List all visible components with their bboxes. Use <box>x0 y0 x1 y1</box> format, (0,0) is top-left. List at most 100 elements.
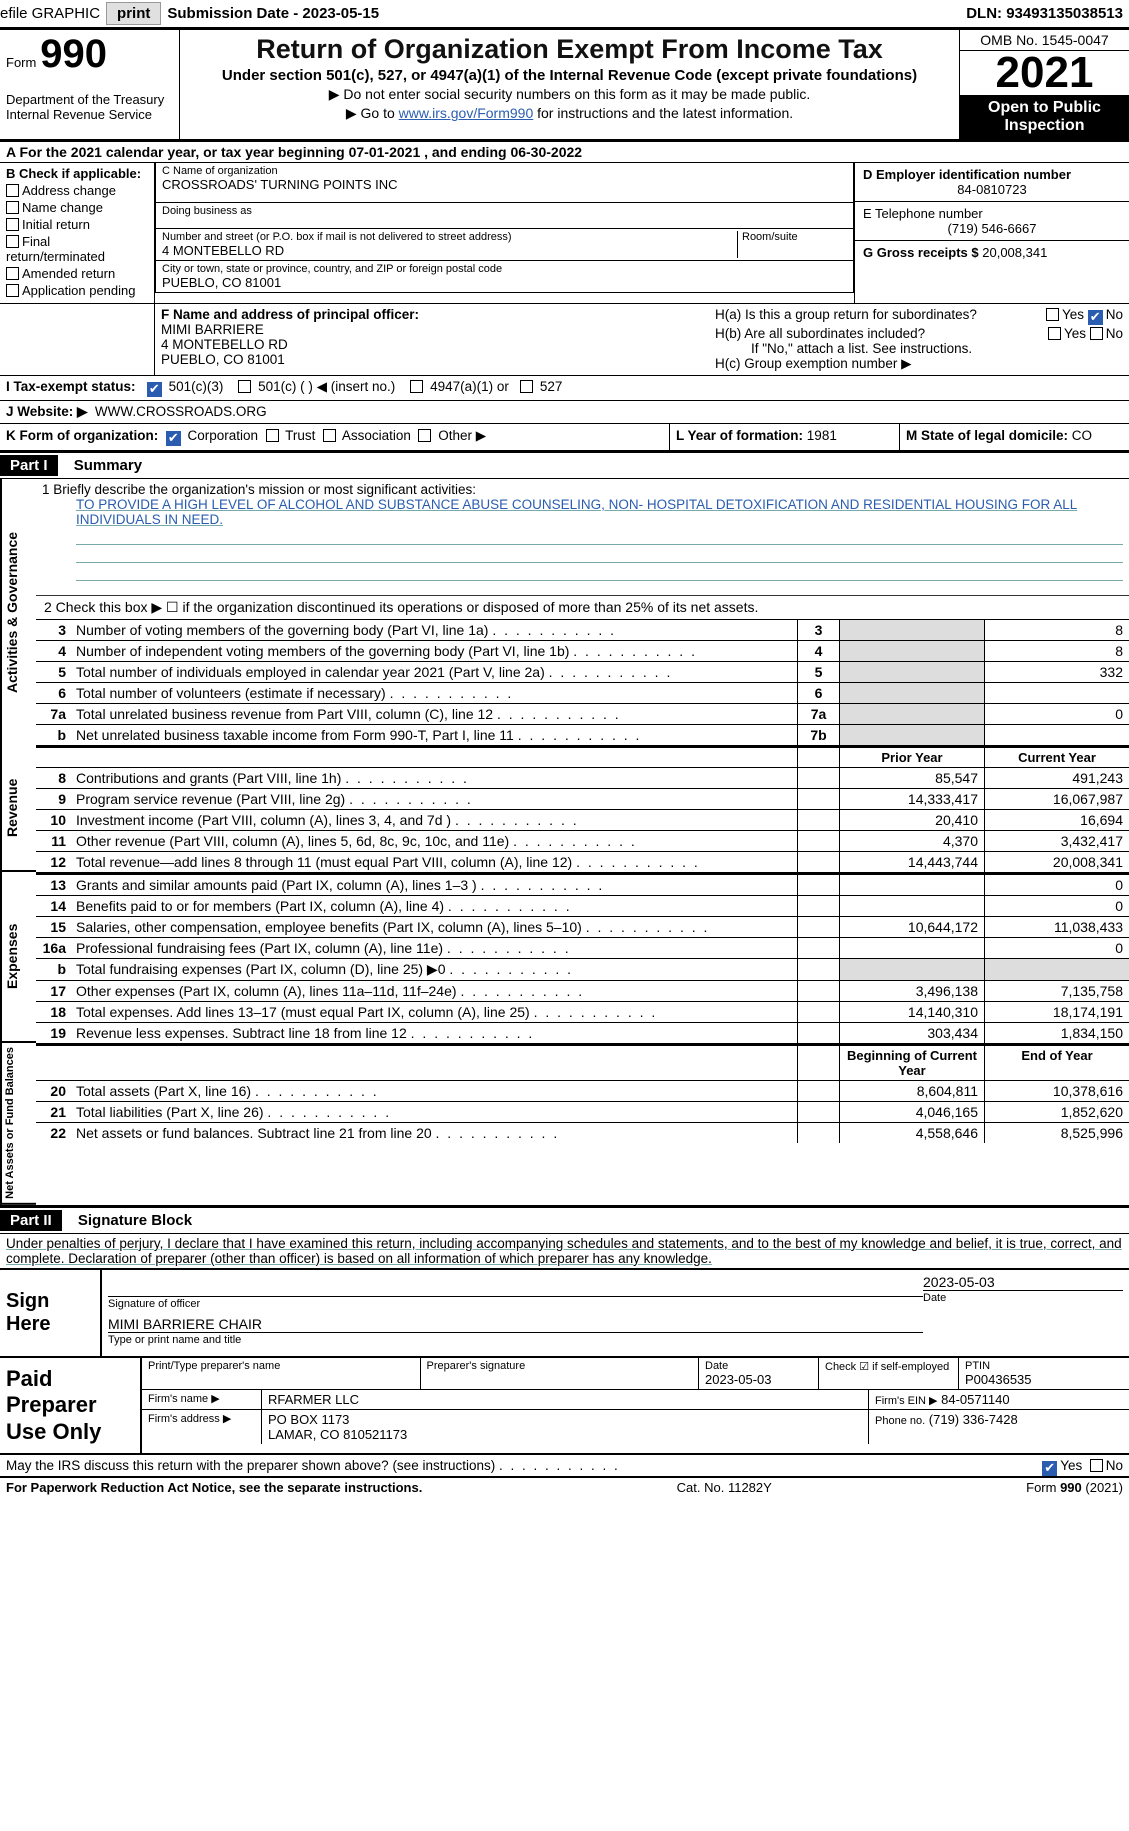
line-cur <box>984 959 1129 980</box>
line-prior <box>839 875 984 895</box>
line-text: Total assets (Part X, line 16) <box>72 1081 797 1101</box>
chk-initial-return[interactable] <box>6 218 19 231</box>
part2-header: Part II Signature Block <box>0 1208 1129 1234</box>
table-row: bTotal fundraising expenses (Part IX, co… <box>36 958 1129 980</box>
line-cur: 0 <box>984 938 1129 958</box>
table-row: 12Total revenue—add lines 8 through 11 (… <box>36 851 1129 872</box>
box-c: C Name of organization CROSSROADS' TURNI… <box>155 163 854 303</box>
line-num: 20 <box>36 1081 72 1101</box>
line-text: Net unrelated business taxable income fr… <box>72 725 797 745</box>
line-cur: 3,432,417 <box>984 831 1129 851</box>
table-row: 8Contributions and grants (Part VIII, li… <box>36 767 1129 788</box>
chk-trust[interactable] <box>266 429 279 442</box>
tel-label: E Telephone number <box>863 206 1121 221</box>
mission-label: 1 Briefly describe the organization's mi… <box>42 482 1123 497</box>
part1-badge: Part I <box>0 455 58 476</box>
box-b: B Check if applicable: Address change Na… <box>0 163 155 303</box>
chk-ha-no[interactable]: ✔ <box>1088 310 1103 325</box>
prep-self-emp: Check ☑ if self-employed <box>819 1358 959 1389</box>
hb-label: H(b) Are all subordinates included? <box>715 326 925 341</box>
line-num: 22 <box>36 1123 72 1143</box>
line-num: 18 <box>36 1002 72 1022</box>
prep-date: 2023-05-03 <box>705 1372 812 1387</box>
sig-date-label: Date <box>923 1290 1123 1304</box>
sig-name-label: Type or print name and title <box>108 1332 923 1346</box>
gross-value: 20,008,341 <box>982 245 1047 260</box>
sig-name: MIMI BARRIERE CHAIR <box>108 1316 923 1332</box>
irs-label: Internal Revenue Service <box>6 107 173 122</box>
addr-value: 4 MONTEBELLO RD <box>162 243 737 258</box>
org-name: CROSSROADS' TURNING POINTS INC <box>162 177 847 192</box>
line-text: Total expenses. Add lines 13–17 (must eq… <box>72 1002 797 1022</box>
chk-corp[interactable]: ✔ <box>166 431 181 446</box>
chk-4947[interactable] <box>410 380 423 393</box>
domicile-label: M State of legal domicile: <box>906 428 1068 443</box>
line-cur: 1,852,620 <box>984 1102 1129 1122</box>
line-box: 5 <box>797 662 839 682</box>
lbl-name-change: Name change <box>22 200 103 215</box>
part1-title: Summary <box>74 457 142 474</box>
line-num: 7a <box>36 704 72 724</box>
chk-hb-yes[interactable] <box>1048 327 1061 340</box>
line-num: 15 <box>36 917 72 937</box>
lbl-app-pending: Application pending <box>22 283 135 298</box>
chk-501c3[interactable]: ✔ <box>147 382 162 397</box>
line-prior: 4,046,165 <box>839 1102 984 1122</box>
chk-hb-no[interactable] <box>1090 327 1103 340</box>
hdr-end: End of Year <box>984 1046 1129 1080</box>
website-value: WWW.CROSSROADS.ORG <box>95 404 267 419</box>
line-cur: 8 <box>984 641 1129 661</box>
line-num: 14 <box>36 896 72 916</box>
website-label: J Website: ▶ <box>6 404 87 419</box>
table-row: 20Total assets (Part X, line 16) 8,604,8… <box>36 1080 1129 1101</box>
line-text: Grants and similar amounts paid (Part IX… <box>72 875 797 895</box>
line-num: 8 <box>36 768 72 788</box>
tax-status-label: I Tax-exempt status: <box>6 379 136 394</box>
line-cur: 18,174,191 <box>984 1002 1129 1022</box>
table-row: 6Total number of volunteers (estimate if… <box>36 682 1129 703</box>
ptin: P00436535 <box>965 1372 1123 1387</box>
chk-name-change[interactable] <box>6 201 19 214</box>
line-text: Number of voting members of the governin… <box>72 620 797 640</box>
chk-final-return[interactable] <box>6 235 19 248</box>
line-prior: 4,370 <box>839 831 984 851</box>
preparer-block: Paid Preparer Use Only Print/Type prepar… <box>0 1358 1129 1455</box>
chk-assoc[interactable] <box>323 429 336 442</box>
chk-app-pending[interactable] <box>6 284 19 297</box>
chk-501c[interactable] <box>238 380 251 393</box>
hdr-prior: Prior Year <box>839 748 984 767</box>
chk-address-change[interactable] <box>6 184 19 197</box>
chk-may-yes[interactable]: ✔ <box>1042 1461 1057 1476</box>
lbl-527: 527 <box>540 379 563 394</box>
line-num: 9 <box>36 789 72 809</box>
chk-527[interactable] <box>520 380 533 393</box>
table-row: 17Other expenses (Part IX, column (A), l… <box>36 980 1129 1001</box>
line-box: 7a <box>797 704 839 724</box>
officer-addr1: 4 MONTEBELLO RD <box>161 337 703 352</box>
dba-label: Doing business as <box>162 205 847 217</box>
form-title: Return of Organization Exempt From Incom… <box>186 34 953 65</box>
print-button[interactable]: print <box>106 2 161 25</box>
line-num: 3 <box>36 620 72 640</box>
chk-ha-yes[interactable] <box>1046 308 1059 321</box>
lbl-initial-return: Initial return <box>22 217 90 232</box>
line-text: Other expenses (Part IX, column (A), lin… <box>72 981 797 1001</box>
line-text: Professional fundraising fees (Part IX, … <box>72 938 797 958</box>
table-row: 5Total number of individuals employed in… <box>36 661 1129 682</box>
line-text: Contributions and grants (Part VIII, lin… <box>72 768 797 788</box>
line-cur: 16,694 <box>984 810 1129 830</box>
line-cur: 1,834,150 <box>984 1023 1129 1043</box>
city-label: City or town, state or province, country… <box>162 263 847 275</box>
form-subtitle: Under section 501(c), 527, or 4947(a)(1)… <box>186 67 953 84</box>
line-num: 17 <box>36 981 72 1001</box>
form-org-label: K Form of organization: <box>6 428 158 443</box>
chk-other[interactable] <box>418 429 431 442</box>
form-word: Form <box>6 55 36 70</box>
chk-may-no[interactable] <box>1090 1459 1103 1472</box>
form990-link[interactable]: www.irs.gov/Form990 <box>399 105 534 121</box>
hb-note: If "No," attach a list. See instructions… <box>751 341 1123 356</box>
lbl-assoc: Association <box>342 428 411 443</box>
chk-amended[interactable] <box>6 267 19 280</box>
line-prior: 85,547 <box>839 768 984 788</box>
line-box: 3 <box>797 620 839 640</box>
